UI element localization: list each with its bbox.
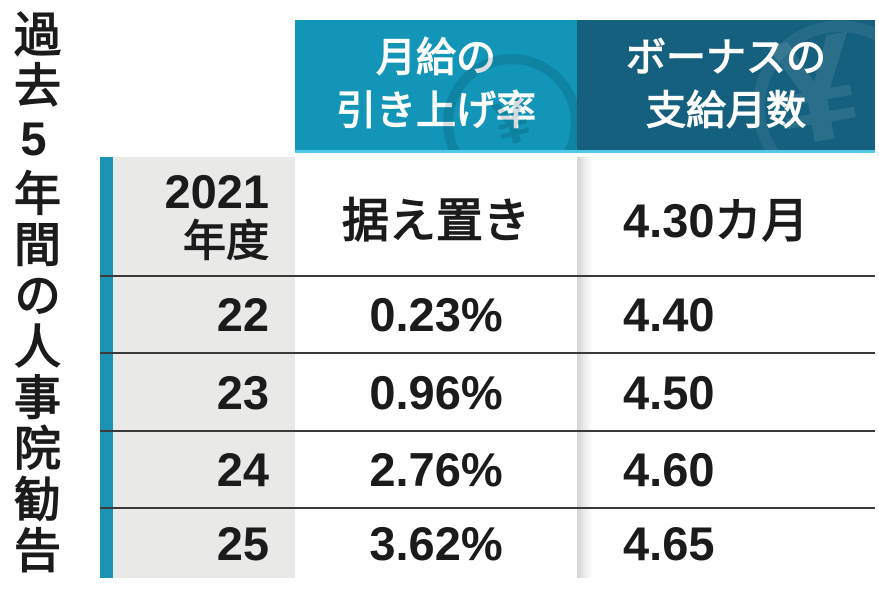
rate-cell: 0.96% (369, 365, 503, 419)
year-cell: 23 (216, 365, 269, 419)
row-separator (100, 507, 875, 509)
year-label: 2021 年度 (164, 164, 269, 267)
column-header-salary-rate: ¥ 月給の 引き上げ率 (295, 20, 577, 150)
rate-cell: 0.23% (369, 288, 503, 341)
year-cell: 24 (216, 443, 269, 496)
bonus-cell: 4.30カ月 (623, 193, 809, 247)
bonus-cell: 4.50 (623, 365, 715, 419)
table-row-24: 24 2.76% 4.60 (100, 432, 875, 507)
column-header-bonus-months: ¥ ボーナスの 支給月数 (577, 20, 875, 150)
table-row-2021: 2021 年度 据え置き 4.30カ月 (100, 157, 875, 275)
table-row-25: 25 3.62% 4.65 (100, 509, 875, 578)
bonus-cell: 4.40 (623, 288, 715, 341)
left-accent-bar (100, 157, 113, 578)
row-separator (100, 275, 875, 277)
column-divider-strip (577, 157, 593, 578)
bonus-cell: 4.60 (623, 443, 715, 496)
year-cell: 25 (216, 517, 269, 570)
year-line1: 2021 (164, 164, 269, 218)
header-salary-line2: 引き上げ率 (336, 89, 536, 133)
rate-cell: 据え置き (342, 193, 530, 247)
header-bottom-accent-line (295, 150, 875, 153)
header-bonus-line2: 支給月数 (646, 89, 806, 133)
header-salary-line1: 月給の (376, 36, 496, 81)
rate-cell: 3.62% (369, 517, 503, 570)
year-cell: 22 (216, 288, 269, 341)
table-row-22: 22 0.23% 4.40 (100, 277, 875, 352)
page-title: 過去5年間の人事院勧告 (7, 10, 60, 577)
row-separator (100, 352, 875, 354)
row-separator (100, 430, 875, 432)
bonus-cell: 4.65 (623, 517, 715, 570)
header-bonus-line1: ボーナスの (626, 36, 826, 81)
year-cell: 2021 年度 (100, 157, 295, 275)
rate-cell: 2.76% (369, 443, 503, 496)
year-line2: 年度 (183, 218, 269, 267)
table-row-23: 23 0.96% 4.50 (100, 354, 875, 430)
